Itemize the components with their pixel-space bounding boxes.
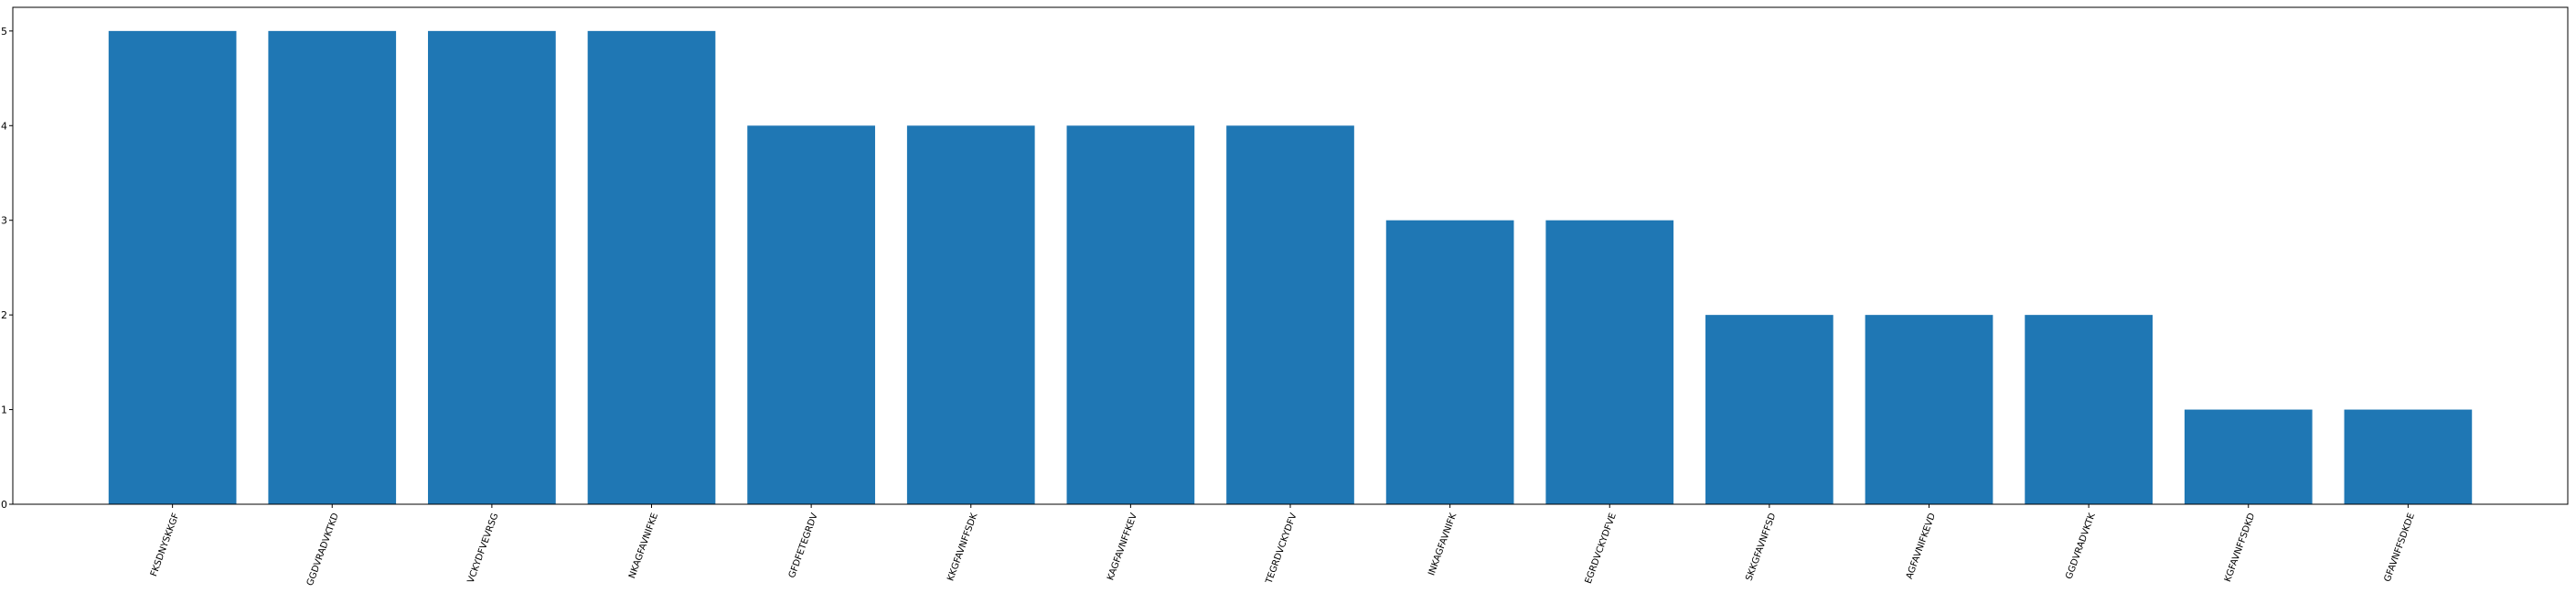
bar-fksdnyskkgf [108, 30, 237, 505]
bar-gfdfetegrdv [747, 125, 875, 505]
bar-gfavnffsdkde [2344, 409, 2473, 504]
y-tick-label: 2 [1, 309, 7, 321]
y-tick-label: 5 [1, 26, 7, 38]
bar-kkgfavnffsdk [906, 125, 1035, 505]
y-tick-label: 4 [1, 120, 7, 132]
y-axis: 0 1 2 3 4 5 [1, 26, 13, 511]
bar-agfavnifkevd [1865, 315, 1993, 504]
bar-kagfavnffkev [1066, 125, 1195, 505]
x-tick-label: TEGRDVCKYDFV [1264, 512, 1299, 586]
x-tick-label: KKGFAVNFFSDK [946, 512, 979, 583]
bar-kgfavnffsdkd [2184, 409, 2313, 504]
bar-egrdvckydfve [1545, 220, 1674, 504]
x-axis: FKSDNYSKKGF GGDVRADVKTKD VCKYDFVEVRSG NKAGF… [149, 504, 2417, 588]
x-tick-label: EGRDVCKYDFVE [1584, 512, 1619, 585]
x-tick-label: GFDFETEGRDV [787, 512, 820, 579]
x-tick-label: INKAGFAVNIFK [1427, 512, 1459, 577]
bars-group [108, 30, 2473, 505]
y-tick-label: 1 [1, 404, 7, 416]
bar-tegrdvckydfv [1226, 125, 1354, 505]
y-tick-label: 3 [1, 215, 7, 227]
x-tick-label: AGFAVNIFKEVD [1905, 512, 1938, 580]
x-tick-label: GGDVRADVKTK [2064, 512, 2098, 581]
x-tick-label: SKKGFAVNFFSD [1745, 512, 1779, 582]
x-tick-label: KGFAVNFFSDKD [2223, 512, 2258, 584]
plot-frame [12, 6, 2569, 505]
x-tick-label: NKAGFAVNIFKE [627, 512, 660, 579]
y-tick-label: 0 [1, 499, 7, 511]
bar-ggdvradvktk [2025, 315, 2153, 504]
x-tick-label: GFAVNFFSDKDE [2383, 512, 2417, 583]
bar-inkagfavnifk [1385, 220, 1514, 504]
bar-ggdvradvktkd [268, 30, 397, 505]
bar-nkagfavnifke [587, 30, 716, 505]
x-tick-label: FKSDNYSKKGF [149, 512, 181, 578]
x-tick-label: KAGFAVNFFKEV [1106, 512, 1139, 582]
x-tick-label: GGDVRADVKTKD [305, 512, 341, 588]
x-tick-label: VCKYDFVEVRSG [466, 512, 501, 585]
bar-skkgfavnffsd [1705, 315, 1833, 504]
bar-vckydfvevrsg [428, 30, 556, 505]
